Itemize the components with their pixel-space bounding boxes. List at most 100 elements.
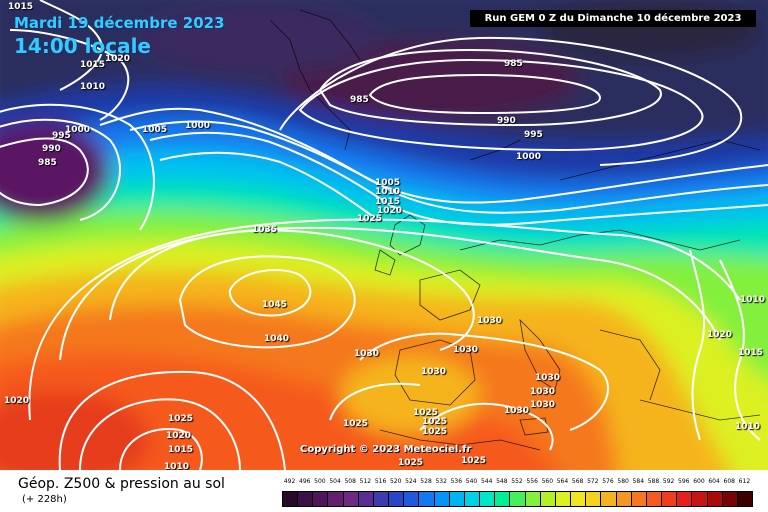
- model-run-banner: Run GEM 0 Z du Dimanche 10 décembre 2023: [470, 10, 756, 27]
- isobar-label-nw-1015: 1015: [80, 60, 106, 70]
- isobar-label-med-1030b: 1030: [504, 406, 530, 416]
- legend-swatch-552: [509, 491, 526, 507]
- isobar-label-sp-1030: 1030: [453, 345, 479, 355]
- isobar-label-sw-1025: 1025: [168, 414, 194, 424]
- legend-swatch-592: [661, 491, 678, 507]
- legend-swatch-540: [463, 491, 481, 507]
- legend-tick-508: 508: [344, 478, 356, 485]
- legend-swatch-564: [554, 491, 572, 507]
- isobar-label-sw-1015: 1015: [168, 445, 194, 455]
- legend-swatch-604: [706, 491, 723, 507]
- legend-swatch-516: [372, 491, 390, 507]
- chart-title: Géop. Z500 & pression au sol: [18, 476, 225, 492]
- isobar-label-w-990: 990: [42, 144, 61, 154]
- forecast-date: Mardi 19 décembre 2023: [14, 14, 225, 32]
- legend-swatch-596: [676, 491, 693, 507]
- isobar-label-sw-1010: 1010: [164, 462, 190, 470]
- legend-tick-564: 564: [556, 478, 569, 485]
- legend-swatch-512: [357, 491, 374, 507]
- isobar-label-c-1015: 1015: [375, 197, 401, 207]
- legend-tick-536: 536: [450, 478, 463, 485]
- legend-swatch-568: [570, 491, 587, 507]
- legend-tick-612: 612: [738, 478, 751, 485]
- legend-swatch-504: [327, 491, 344, 507]
- copyright-notice: Copyright © 2023 Meteociel.fr: [300, 444, 472, 455]
- legend-tick-596: 596: [678, 478, 690, 485]
- forecast-lead-time: (+ 228h): [22, 494, 67, 505]
- isobar-label-s-1025b: 1025: [413, 408, 439, 418]
- isobar-label-ne-995: 995: [524, 130, 543, 140]
- isobar-label-c-1020: 1020: [377, 206, 403, 216]
- legend-swatch-560: [539, 491, 556, 507]
- legend-tick-520: 520: [389, 478, 402, 485]
- legend-swatch-544: [479, 491, 496, 507]
- isobar-label-ne-990: 990: [497, 116, 516, 126]
- legend-tick-600: 600: [693, 478, 705, 485]
- isobar-label-ne-1000: 1000: [516, 152, 542, 162]
- legend-swatch-580: [615, 491, 632, 507]
- legend-swatch-612: [736, 491, 753, 507]
- forecast-time: 14:00 locale: [14, 34, 151, 58]
- legend-tick-592: 592: [662, 478, 675, 485]
- isobar-label-c-1025: 1025: [357, 214, 383, 224]
- legend-tick-548: 548: [496, 478, 508, 485]
- legend-swatch-556: [524, 491, 541, 507]
- isobar-label-s-1025a: 1025: [343, 419, 369, 429]
- isobar-label-se-1010: 1010: [735, 422, 761, 432]
- legend-tick-580: 580: [617, 478, 629, 485]
- legend-tick-560: 560: [541, 478, 554, 485]
- isobar-label-s-1025d: 1025: [422, 427, 448, 437]
- legend-tick-608: 608: [723, 478, 735, 485]
- isobar-label-nw-1010: 1010: [80, 82, 106, 92]
- legend-swatch-500: [312, 491, 329, 507]
- isobar-label-med-1030a: 1030: [530, 387, 556, 397]
- map-area: 1015 1020 1015 1010 1000 995 990 985 1005 1000 985…: [0, 0, 768, 470]
- isobar-label-c-1035: 1035: [252, 225, 278, 235]
- legend-swatch-588: [645, 491, 663, 507]
- legend-swatch-536: [448, 491, 465, 507]
- isobar-label-s-1025e: 1025: [398, 458, 424, 468]
- isobar-label-sp-1030b: 1030: [354, 349, 380, 359]
- legend-swatch-548: [494, 491, 511, 507]
- legend-tick-528: 528: [420, 478, 432, 485]
- legend-tick-540: 540: [465, 478, 478, 485]
- isobar-label-w-1000: 1000: [65, 125, 91, 135]
- legend-tick-576: 576: [602, 478, 614, 485]
- legend-swatch-524: [403, 491, 420, 507]
- isobar-label-nc-1000: 1000: [185, 121, 211, 131]
- isobar-label-e-1015: 1015: [738, 348, 764, 358]
- isobars: [0, 0, 768, 470]
- legend-swatch-576: [600, 491, 617, 507]
- isobar-label-e-1010: 1010: [740, 295, 766, 305]
- legend-swatch-572: [585, 491, 602, 507]
- legend-tick-512: 512: [359, 478, 372, 485]
- isobar-label-med-1030c: 1030: [530, 400, 556, 410]
- isobar-label-e-1020: 1020: [707, 330, 733, 340]
- isobar-label-c-1040: 1040: [264, 334, 290, 344]
- isobar-label-sw-1020: 1020: [166, 431, 192, 441]
- coastlines: [269, 9, 761, 451]
- weather-map: [0, 0, 768, 470]
- isobar-label-top-left-1015: 1015: [8, 2, 34, 12]
- isobar-label-w-995: 995: [52, 131, 71, 141]
- legend-tick-568: 568: [571, 478, 584, 485]
- isobar-label-it-1030: 1030: [535, 373, 561, 383]
- legend-swatch-608: [721, 491, 738, 507]
- legend-swatch-508: [342, 491, 359, 507]
- legend-tick-588: 588: [647, 478, 660, 485]
- legend-tick-516: 516: [374, 478, 387, 485]
- legend-tick-584: 584: [632, 478, 645, 485]
- legend-tick-532: 532: [435, 478, 447, 485]
- legend-swatch-492: [282, 491, 299, 507]
- isobar-label-ne-985: 985: [504, 59, 523, 69]
- color-scale-legend: 492 496 500 504 508 512 516 520 524 528 532 536 540 5…: [282, 478, 753, 508]
- legend-tick-492: 492: [283, 478, 296, 485]
- isobar-label-nc-1005: 1005: [142, 125, 168, 135]
- legend-swatch-496: [297, 491, 314, 507]
- geopotential-color-field: [0, 0, 768, 470]
- legend-tick-556: 556: [526, 478, 538, 485]
- legend-swatch-584: [630, 491, 647, 507]
- legend-tick-524: 524: [405, 478, 417, 485]
- legend-swatch-600: [691, 491, 708, 507]
